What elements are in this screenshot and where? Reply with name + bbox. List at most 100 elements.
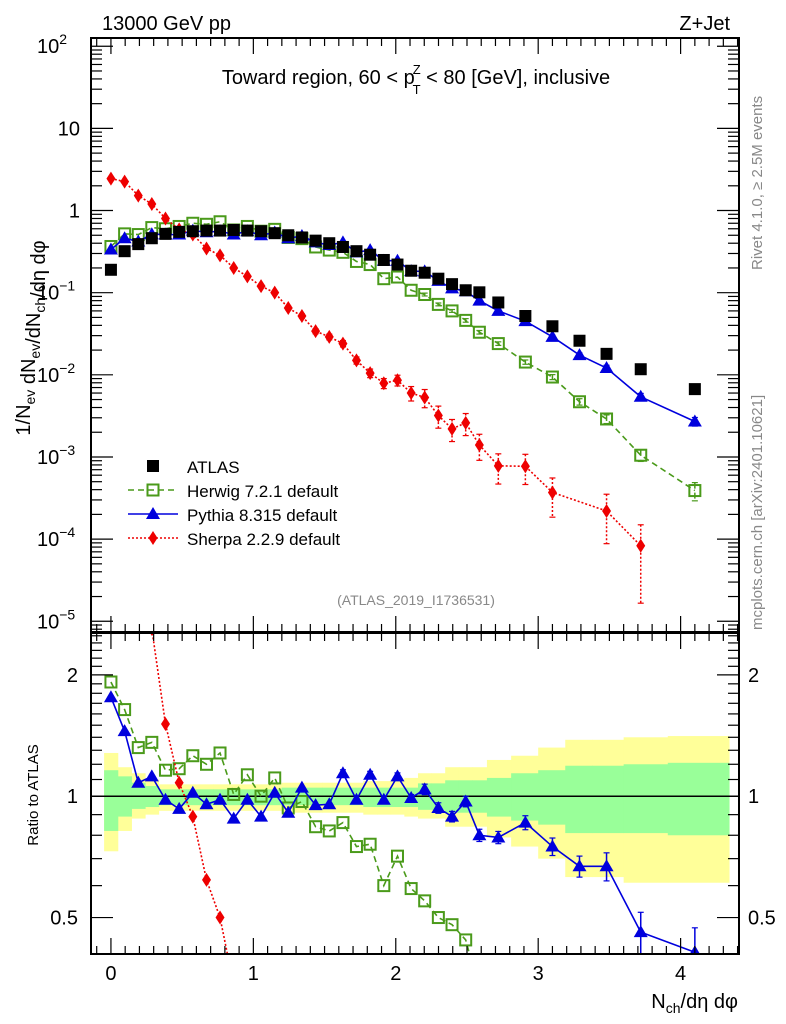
data-point [634, 363, 647, 376]
data-point [227, 223, 240, 236]
y-tick-label: 1 [69, 201, 80, 223]
ratio-point [268, 771, 282, 785]
xlabel-sub: ch [666, 1000, 681, 1016]
y-tick-exponent: −1 [59, 278, 75, 294]
data-point [270, 285, 280, 300]
ratio-point [417, 782, 432, 795]
data-point [636, 538, 646, 553]
ratio-point [117, 724, 132, 737]
data-point [433, 408, 443, 423]
data-point [364, 248, 377, 261]
ylabel-part: ch [32, 298, 48, 313]
title-sup-z: Z [413, 62, 421, 77]
data-point [104, 263, 117, 276]
legend-item-0: ATLAS [147, 458, 240, 477]
data-point [282, 229, 295, 242]
legend: ATLAS Herwig 7.2.1 default Pythia 8.315 de… [128, 458, 340, 549]
ratio-series-herwig-7-2-1-default [104, 675, 473, 954]
data-point [106, 171, 116, 186]
data-point [391, 258, 404, 271]
data-point [229, 260, 239, 275]
data-point [600, 347, 613, 360]
x-tick-label: 4 [675, 963, 686, 985]
ratio-point [215, 910, 225, 925]
y-tick-exponent: −5 [59, 606, 75, 622]
ratio-y-tick-label-right: 1 [748, 786, 759, 808]
ratio-point [145, 735, 159, 749]
ratio-point [281, 805, 296, 818]
ratio-series-pythia-8-315-default [103, 690, 700, 954]
data-point [461, 415, 471, 430]
ratio-point [185, 785, 200, 798]
analysis-id-label: (ATLAS_2019_I1736531) [337, 592, 495, 608]
ylabel-part: dN [18, 359, 40, 390]
band-bin [104, 770, 119, 831]
ratio-point [213, 746, 227, 760]
data-point [472, 325, 486, 339]
ratio-point [491, 830, 506, 843]
series-atlas [104, 223, 701, 396]
ratio-point [349, 792, 364, 805]
ratio-y-tick-label-left: 0.5 [50, 908, 78, 930]
data-point [572, 395, 586, 409]
data-point [351, 353, 361, 368]
data-point [390, 270, 404, 284]
data-point [214, 224, 227, 237]
ratio-point [158, 792, 173, 805]
ratio-point [267, 785, 282, 798]
ratio-point [294, 780, 309, 793]
ratio-point [518, 815, 533, 828]
title-sub-t: T [413, 82, 421, 97]
data-point [117, 231, 132, 244]
ratio-point [363, 767, 378, 780]
ylabel-part: ev [27, 344, 43, 359]
mcplots-label-group: mcplots.cern.ch [arXiv:2401.10621] [749, 395, 766, 630]
ratio-point [404, 882, 418, 896]
data-point [324, 329, 334, 344]
data-point [405, 264, 418, 277]
band-bin [592, 765, 625, 834]
x-tick-label: 2 [390, 963, 401, 985]
legend-item-3: Sherpa 2.2.9 default [128, 530, 340, 549]
ratio-point [472, 828, 487, 841]
ylabel-part: 1/N [13, 404, 35, 435]
data-point [103, 242, 118, 255]
main-panel [91, 38, 739, 632]
data-point [242, 269, 252, 284]
data-point [599, 361, 614, 374]
legend-marker [146, 483, 160, 497]
data-point [474, 437, 484, 452]
band-bin [363, 787, 378, 808]
ratio-point [404, 790, 419, 803]
ratio-point [213, 792, 228, 805]
ratio-point [295, 795, 309, 809]
series-sherpa-2-2-9-default [106, 171, 646, 604]
data-point [688, 383, 701, 396]
ratio-point [349, 840, 363, 854]
data-point [634, 448, 648, 462]
ratio-point [186, 749, 200, 763]
data-point [159, 227, 172, 240]
data-point [432, 272, 445, 285]
data-point [459, 284, 472, 297]
ratio-point [459, 933, 473, 947]
ratio-plot-area [91, 633, 739, 954]
title-part-1: Toward region, 60 < [222, 67, 404, 89]
ylabel-part: /dη dφ [28, 240, 50, 297]
ratio-point [254, 789, 268, 803]
ratio-point [309, 820, 323, 834]
data-point [491, 303, 506, 316]
ratio-point [240, 792, 255, 805]
x-tick-label: 0 [105, 963, 116, 985]
band-bin [623, 764, 669, 834]
data-point [518, 355, 532, 369]
data-point [295, 231, 308, 244]
ratio-point [572, 859, 587, 872]
data-point [256, 279, 266, 294]
ratio-point [174, 775, 184, 790]
data-point [215, 248, 225, 263]
legend-marker [146, 507, 160, 519]
ratio-point [172, 762, 186, 776]
legend-marker [148, 531, 158, 545]
ratio-point [172, 801, 187, 814]
